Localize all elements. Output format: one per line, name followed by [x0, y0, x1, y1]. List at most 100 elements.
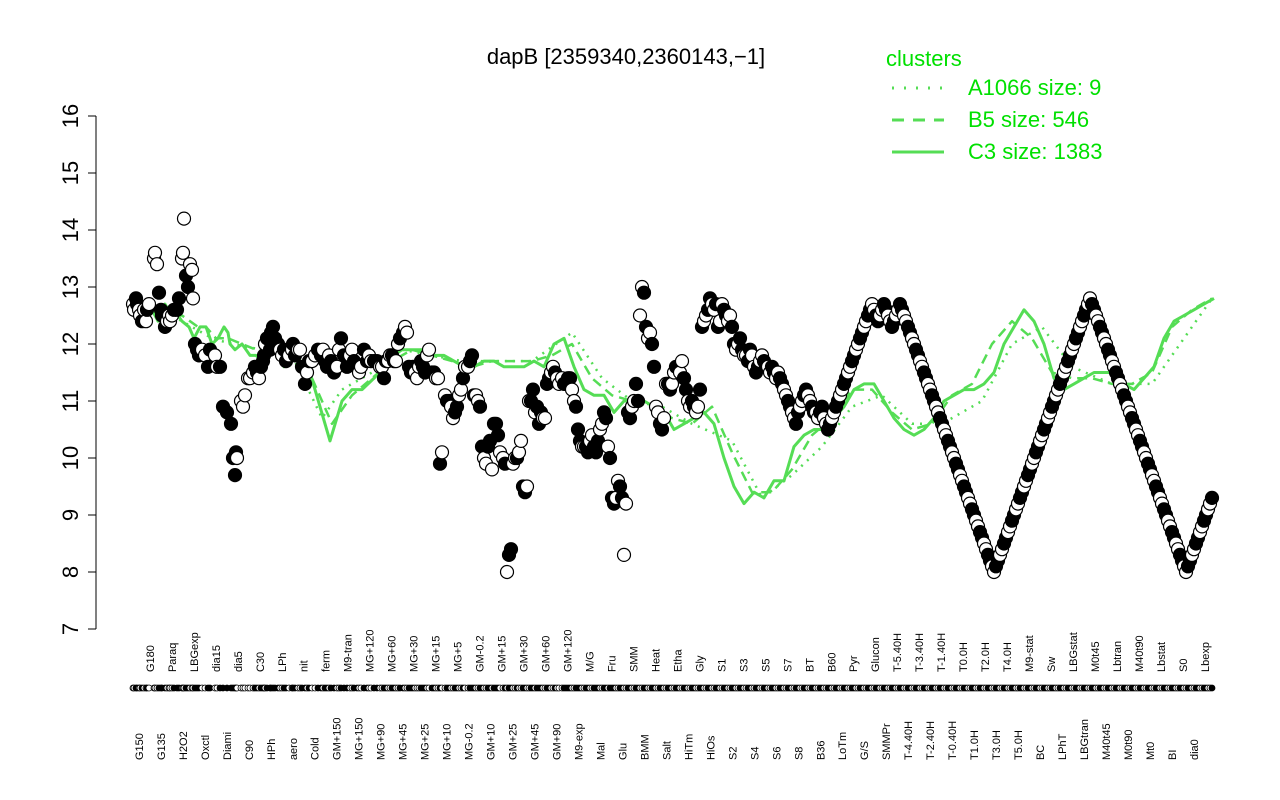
data-point — [644, 336, 660, 352]
data-point — [724, 319, 740, 334]
data-point — [570, 422, 586, 437]
x-tick-label: Lbexp — [1200, 642, 1212, 672]
x-tick-label: Heat — [650, 649, 662, 672]
data-point — [176, 211, 192, 226]
data-point — [656, 411, 672, 426]
legend-label: A1066 size: 9 — [968, 75, 1101, 100]
x-tick-label: MG+60 — [387, 636, 399, 672]
data-point — [376, 371, 392, 386]
y-tick-label: 14 — [58, 218, 83, 242]
data-point — [235, 399, 251, 414]
data-point — [488, 416, 504, 431]
data-point — [449, 399, 465, 414]
data-point — [223, 416, 239, 431]
x-tick-label: MG+150 — [354, 718, 366, 761]
data-point — [654, 422, 670, 437]
x-tick-label: GM+150 — [332, 717, 344, 760]
x-tick-label: T0.0H — [958, 642, 970, 672]
data-point — [185, 291, 201, 306]
x-tick-label: Glu — [617, 743, 629, 760]
data-point — [484, 462, 500, 477]
x-tick-label: Mt0 — [1145, 742, 1157, 760]
data-point — [564, 382, 580, 397]
y-tick-label: 12 — [58, 332, 83, 356]
x-tick-label: M/G — [585, 651, 597, 672]
data-point — [175, 245, 191, 260]
data-point — [141, 297, 157, 312]
x-tick-label: GM+25 — [508, 724, 520, 760]
x-tick-label: T5.0H — [1013, 730, 1025, 760]
y-axis-ticks: 7 8 9 10 11 12 13 14 15 16 — [58, 104, 96, 635]
data-point — [333, 331, 349, 346]
data-point — [434, 445, 450, 460]
x-tick-label: GM+30 — [519, 636, 531, 672]
x-tick-label: T1.0H — [969, 730, 981, 760]
x-tick-label: C30 — [255, 652, 267, 672]
data-point — [511, 445, 527, 460]
y-tick-label: 11 — [58, 390, 83, 413]
data-point — [632, 308, 648, 323]
x-tick-label: Mal — [596, 742, 608, 760]
x-tick-label: M0t45 — [1090, 641, 1102, 672]
data-point — [692, 382, 708, 397]
x-tick-label: MG+90 — [376, 724, 388, 760]
x-tick-label: LPhT — [1057, 733, 1069, 760]
data-point — [388, 354, 404, 369]
x-tick-label: LBGexp — [189, 632, 201, 672]
data-point — [618, 496, 634, 511]
y-tick-label: 16 — [58, 104, 83, 128]
x-tick-label: Gly — [694, 655, 706, 672]
x-tick-label: Lbstat — [1156, 642, 1168, 672]
x-tick-label: S1 — [716, 659, 728, 672]
x-tick-label: G135 — [156, 733, 168, 760]
x-tick-label: GM+60 — [541, 636, 553, 672]
x-tick-label: M0t90 — [1123, 729, 1135, 760]
x-tick-label: MG+10 — [442, 724, 454, 760]
x-tick-label: T-5.40H — [892, 633, 904, 672]
x-tick-label: MG+15 — [431, 636, 443, 672]
x-tick-label: Fru — [607, 656, 619, 673]
data-point — [432, 456, 448, 471]
data-point — [212, 359, 228, 374]
data-point — [602, 450, 618, 466]
x-tick-label: T4.0H — [1002, 642, 1014, 672]
x-tick-label: Sw — [1046, 657, 1058, 672]
data-point — [814, 399, 830, 414]
data-point — [292, 342, 308, 357]
data-point — [519, 479, 535, 494]
x-tick-label: GM+45 — [530, 724, 542, 760]
x-tick-label: Cold — [310, 737, 322, 760]
x-tick-label: T3.0H — [991, 730, 1003, 760]
x-tick-label: S3 — [738, 658, 750, 671]
data-point — [630, 393, 646, 409]
x-tick-label: BI — [1167, 750, 1179, 760]
x-tick-label: S0 — [1178, 659, 1190, 672]
x-tick-label: T-0.40H — [947, 721, 959, 760]
x-tick-label: B60 — [826, 652, 838, 672]
data-point — [169, 302, 185, 317]
x-tick-label: SMM — [628, 646, 640, 672]
x-tick-label: GM+90 — [552, 724, 564, 760]
x-tick-label: Pyr — [848, 655, 860, 672]
x-tick-label: GM-0.2 — [475, 635, 487, 672]
data-point — [788, 416, 804, 431]
data-point — [147, 245, 163, 260]
x-tick-label: Salt — [661, 741, 673, 760]
x-tick-label: B36 — [815, 740, 827, 760]
y-tick-label: 8 — [58, 566, 83, 578]
legend-entries: A1066 size: 9 B5 size: 546 C3 size: 1383 — [892, 75, 1103, 164]
x-tick-label: T-4.40H — [903, 721, 915, 760]
x-tick-label: M9-exp — [574, 723, 586, 760]
data-point — [297, 376, 313, 391]
x-tick-label: T2.0H — [980, 642, 992, 672]
x-tick-label: BMM — [639, 734, 651, 760]
x-tick-label: LBGstat — [1068, 632, 1080, 672]
x-tick-label: HiOs — [705, 735, 717, 760]
data-point — [237, 388, 253, 403]
data-point — [171, 291, 187, 306]
x-tick-label: T-3.40H — [914, 633, 926, 672]
data-point — [636, 285, 652, 300]
rug-mark — [1208, 684, 1216, 692]
data-point — [642, 325, 658, 340]
x-tick-label: G180 — [145, 645, 157, 672]
